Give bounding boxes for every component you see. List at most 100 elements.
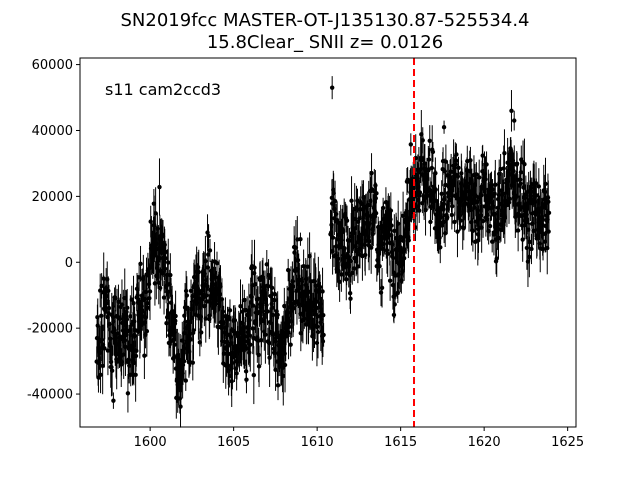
data-point [480, 218, 486, 224]
data-point [536, 184, 542, 189]
data-point [398, 235, 404, 240]
data-point [181, 359, 187, 364]
data-point [275, 312, 280, 318]
data-point [374, 191, 379, 196]
data-point [349, 198, 354, 203]
data-point [166, 260, 171, 265]
data-point [493, 182, 498, 187]
data-point [377, 263, 382, 269]
data-point [387, 278, 393, 283]
data-point [454, 152, 459, 157]
data-point [207, 248, 213, 253]
data-point [430, 149, 436, 155]
chart-title-line-1: SN2019fcc MASTER-OT-J135130.87-525534.4 [121, 10, 530, 31]
data-point [252, 265, 257, 270]
data-point [350, 270, 355, 276]
data-point [102, 346, 107, 351]
data-point [489, 239, 495, 244]
axes-frame [79, 57, 577, 428]
data-point [106, 288, 111, 294]
data-point [344, 218, 350, 223]
data-point [507, 196, 512, 202]
y-tick-label: 0 [65, 256, 73, 271]
data-point [98, 372, 103, 378]
data-point [443, 159, 449, 164]
data-point [250, 303, 256, 308]
data-point [191, 328, 196, 333]
data-point [275, 383, 281, 388]
data-point [373, 210, 379, 216]
data-point [244, 377, 249, 382]
data-point [337, 279, 342, 284]
data-point [484, 162, 489, 167]
data-point [426, 157, 432, 162]
data-point [161, 295, 167, 300]
data-point [295, 237, 300, 242]
data-point [534, 193, 539, 198]
data-point [441, 124, 447, 130]
data-point [477, 175, 482, 180]
data-point [253, 281, 258, 287]
plot-area: 1600 1605 1610 1615 1620 1625 -40000 -20000 0 20… [27, 57, 584, 450]
data-point [458, 218, 463, 223]
data-point [543, 181, 548, 187]
data-point [157, 184, 162, 190]
data-point [305, 264, 311, 269]
data-point [379, 285, 385, 290]
data-point [105, 348, 111, 353]
data-point [220, 309, 226, 314]
data-point [368, 245, 374, 250]
data-point [522, 162, 527, 167]
data-point [428, 219, 433, 225]
data-point [468, 158, 473, 163]
data-point [540, 246, 545, 252]
data-point [545, 245, 550, 251]
y-axis: -40000 -20000 0 20000 40000 60000 [27, 58, 80, 403]
data-point [183, 378, 188, 383]
data-point [487, 223, 493, 229]
data-point [440, 223, 445, 228]
data-point [490, 187, 495, 192]
data-point [512, 118, 517, 123]
x-tick-label: 1625 [551, 435, 584, 450]
data-point [546, 210, 552, 216]
y-tick-label: -20000 [27, 322, 73, 337]
data-point [174, 378, 180, 384]
data-point [529, 246, 534, 252]
plot-annotation: s11 cam2ccd3 [105, 80, 221, 99]
data-point [111, 398, 116, 403]
data-point [263, 332, 268, 337]
data-point [101, 276, 106, 281]
data-point [527, 239, 532, 245]
data-point [456, 165, 461, 170]
data-point [541, 231, 546, 237]
data-point [138, 261, 143, 266]
data-point [168, 272, 173, 278]
data-point [183, 288, 189, 294]
chart-title-line-2: 15.8Clear_ SNII z= 0.0126 [207, 32, 443, 53]
data-point [501, 166, 506, 171]
data-points [94, 76, 552, 428]
data-point [238, 303, 243, 309]
data-point [546, 229, 551, 234]
data-point [219, 297, 225, 302]
data-point [153, 211, 158, 216]
data-point [131, 300, 136, 306]
data-point [452, 219, 457, 225]
data-point [250, 326, 255, 331]
data-point [248, 342, 253, 347]
data-point [502, 150, 507, 156]
data-point [267, 355, 272, 360]
data-point [445, 215, 450, 220]
data-point [163, 249, 168, 255]
data-point [389, 223, 394, 228]
data-point [439, 191, 444, 197]
x-tick-label: 1620 [468, 435, 501, 450]
data-point [206, 233, 211, 239]
data-point [330, 235, 336, 240]
data-point [417, 190, 423, 195]
data-point [320, 339, 326, 344]
data-point [173, 313, 178, 319]
x-tick-label: 1610 [301, 435, 334, 450]
